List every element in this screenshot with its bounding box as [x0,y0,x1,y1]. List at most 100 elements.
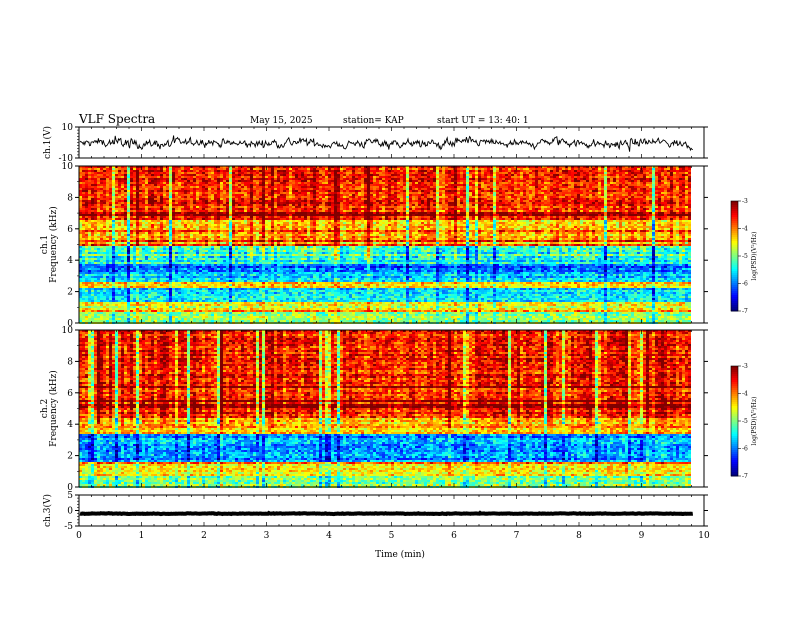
spectrogram-cell [187,214,190,216]
spectrogram-cell [406,190,409,192]
spectrogram-cell [562,172,565,174]
spectrogram-cell [421,198,424,200]
spectrogram-cell [385,206,388,208]
spectrogram-cell [280,182,283,184]
spectrogram-cell [82,166,85,168]
spectrogram-cell [463,182,466,184]
spectrogram-cell [256,188,259,190]
spectrogram-cell [685,172,688,174]
spectrogram-cell [295,200,298,202]
spectrogram-cell [418,178,421,180]
spectrogram-cell [565,172,568,174]
spectrogram-cell [331,178,334,180]
spectrogram-cell [628,176,631,178]
spectrogram-cell [604,212,607,214]
spectrogram-cell [379,188,382,190]
spectrogram-cell [658,204,661,206]
spectrogram-cell [469,208,472,210]
spectrogram-cell [262,192,265,194]
spectrogram-cell [655,190,658,192]
spectrogram-cell [445,178,448,180]
spectrogram-cell [586,174,589,176]
spectrogram-cell [118,176,121,178]
spectrogram-cell [184,206,187,208]
spectrogram-cell [619,176,622,178]
spectrogram-cell [316,206,319,208]
spectrogram-cell [616,200,619,202]
spectrogram-cell [133,206,136,208]
spectrogram-cell [652,184,655,186]
spectrogram-cell [517,168,520,170]
spectrogram-cell [598,178,601,180]
spectrogram-cell [433,178,436,180]
spectrogram-cell [460,204,463,206]
spectrogram-cell [424,200,427,202]
spectrogram-cell [586,176,589,178]
spectrogram-cell [670,180,673,182]
spectrogram-cell [127,166,130,168]
spectrogram-cell [532,186,535,188]
spectrogram-cell [538,192,541,194]
spectrogram-cell [409,188,412,190]
spectrogram-cell [214,186,217,188]
spectrogram-cell [421,180,424,182]
spectrogram-cell [508,174,511,176]
spectrogram-cell [193,210,196,212]
spectrogram-cell [466,206,469,208]
spectrogram-cell [154,168,157,170]
spectrogram-cell [328,170,331,172]
spectrogram-cell [184,210,187,212]
spectrogram-cell [604,184,607,186]
spectrogram-cell [178,202,181,204]
spectrogram-cell [472,180,475,182]
spectrogram-cell [514,174,517,176]
spectrogram-cell [589,184,592,186]
spectrogram-cell [475,176,478,178]
spectrogram-cell [646,200,649,202]
spectrogram-cell [550,166,553,168]
spectrogram-cell [499,206,502,208]
spectrogram-cell [454,192,457,194]
spectrogram-cell [328,178,331,180]
spectrogram-cell [526,194,529,196]
spectrogram-cell [154,214,157,216]
spectrogram-cell [454,168,457,170]
spectrogram-cell [478,182,481,184]
spectrogram-cell [574,168,577,170]
spectrogram-cell [232,200,235,202]
spectrogram-cell [85,202,88,204]
spectrogram-cell [199,170,202,172]
spectrogram-cell [394,202,397,204]
spectrogram-cell [127,190,130,192]
spectrogram-cell [448,208,451,210]
spectrogram-cell [562,178,565,180]
spectrogram-cell [415,192,418,194]
spectrogram-cell [526,166,529,168]
spectrogram-cell [94,200,97,202]
spectrogram-cell [571,190,574,192]
spectrogram-cell [673,168,676,170]
spectrogram-cell [79,166,82,168]
spectrogram-cell [331,202,334,204]
spectrogram-cell [235,174,238,176]
spectrogram-cell [520,196,523,198]
spectrogram-cell [649,182,652,184]
spectrogram-cell [274,184,277,186]
spectrogram-cell [214,168,217,170]
spectrogram-cell [373,186,376,188]
spectrogram-cell [643,186,646,188]
spectrogram-cell [451,182,454,184]
spectrogram-cell [388,212,391,214]
spectrogram-cell [580,202,583,204]
spectrogram-cell [217,186,220,188]
spectrogram-cell [406,168,409,170]
spectrogram-cell [208,198,211,200]
spectrogram-cell [79,196,82,198]
spectrogram-cell [478,212,481,214]
spectrogram-cell [112,174,115,176]
spectrogram-cell [376,184,379,186]
spectrogram-cell [139,206,142,208]
spectrogram-cell [595,168,598,170]
spectrogram-cell [379,170,382,172]
spectrogram-cell [499,200,502,202]
